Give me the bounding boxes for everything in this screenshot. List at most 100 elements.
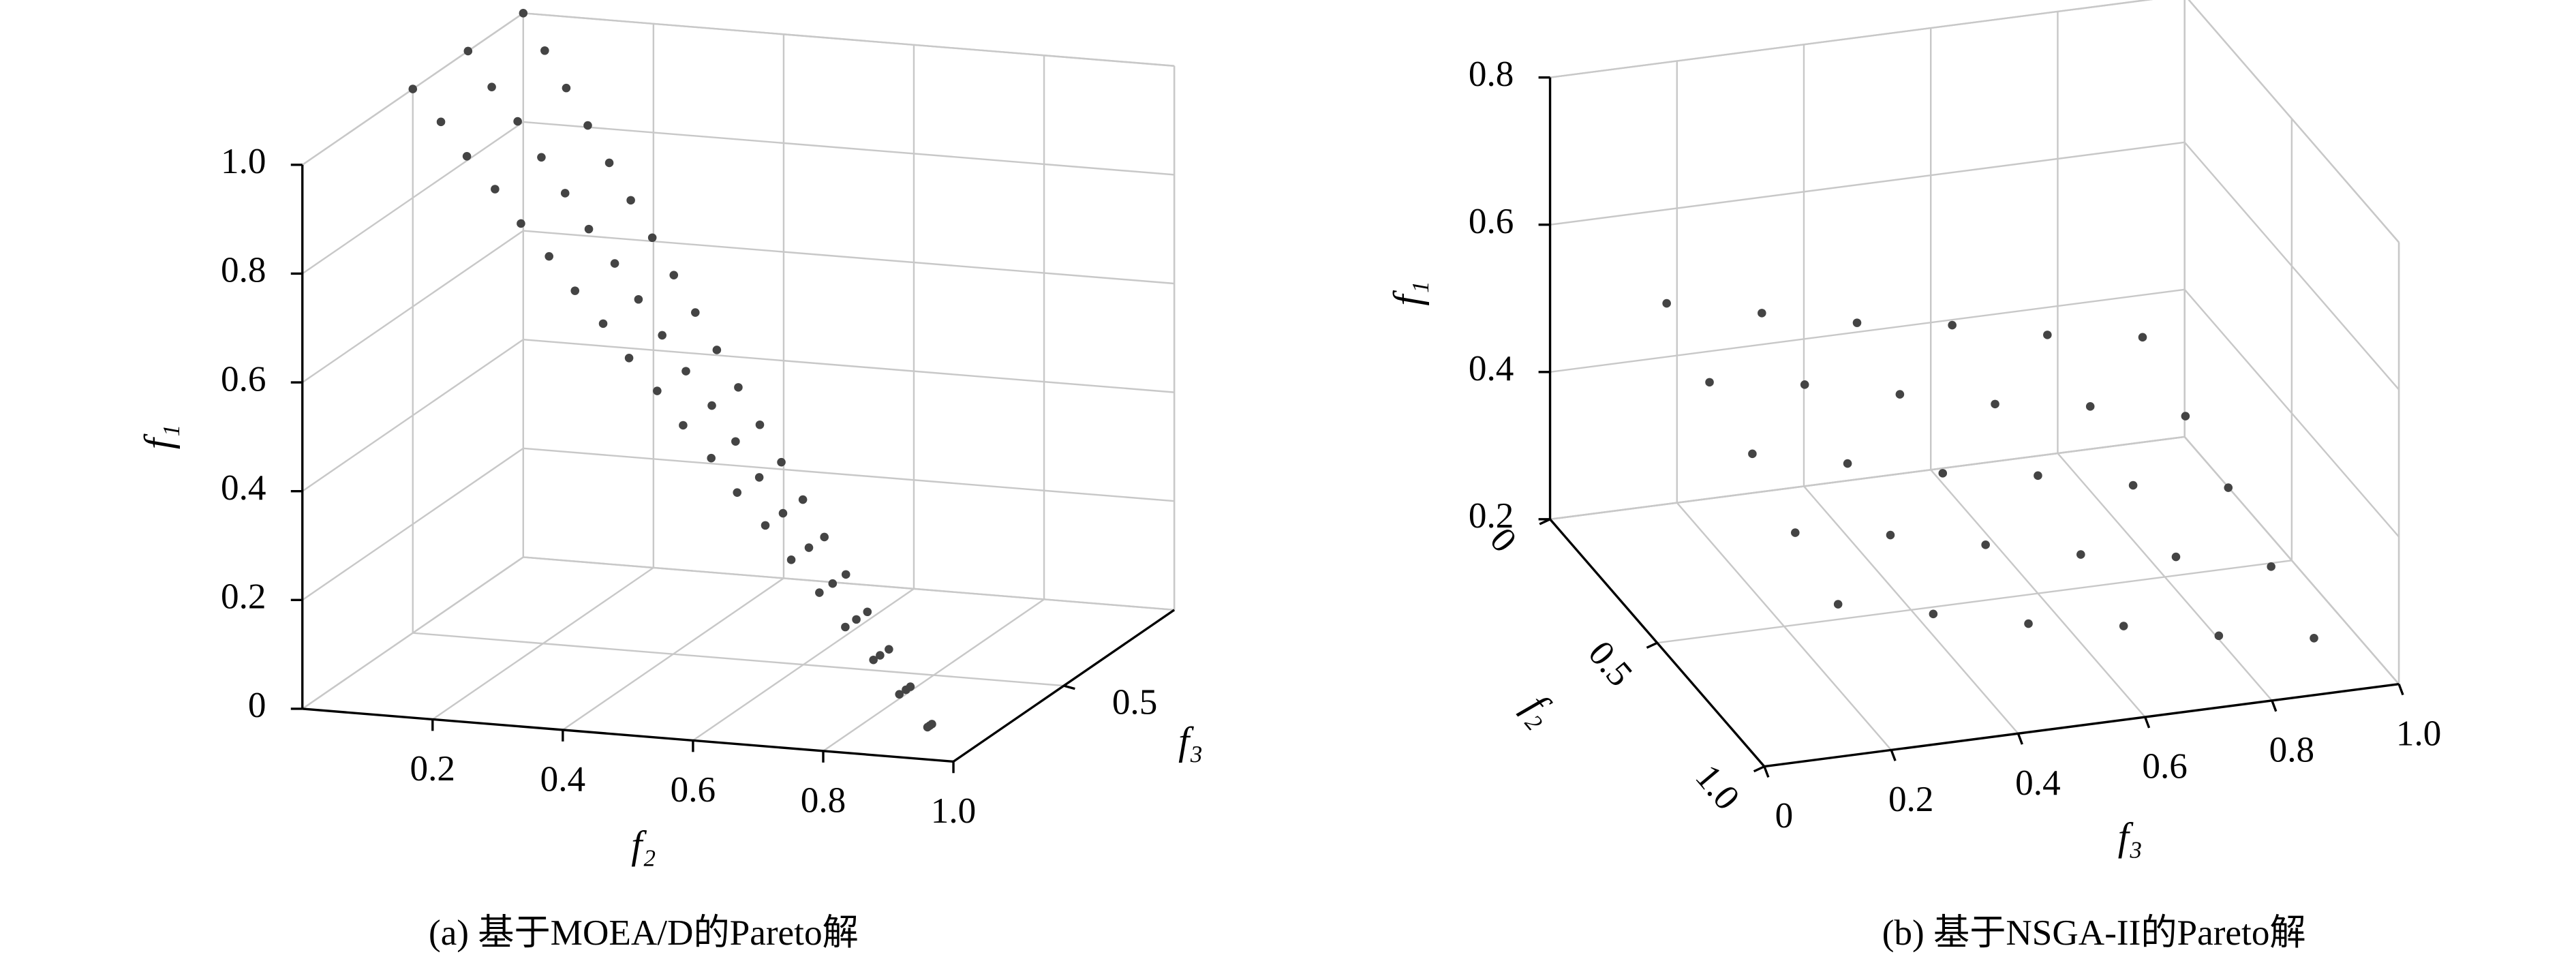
point xyxy=(679,421,688,430)
point xyxy=(2043,331,2052,339)
grid-line xyxy=(1550,141,2185,226)
point xyxy=(584,224,594,234)
point xyxy=(1895,390,1905,399)
grid-line xyxy=(2183,142,2399,391)
point xyxy=(624,354,634,363)
tick-label: 1.0 xyxy=(931,791,976,831)
tick-mark xyxy=(2017,733,2023,745)
grid-line xyxy=(2183,436,2399,685)
point xyxy=(876,651,885,660)
axis-title: f₂ xyxy=(1515,686,1565,733)
grid-line xyxy=(412,632,1064,687)
point xyxy=(1833,600,1843,609)
tick-label: 0 xyxy=(1775,795,1794,836)
point xyxy=(1929,609,1938,619)
point xyxy=(798,495,808,504)
point xyxy=(519,9,528,18)
point xyxy=(733,488,742,497)
point xyxy=(1852,318,1862,327)
point xyxy=(462,151,472,161)
point xyxy=(1758,309,1766,318)
point xyxy=(634,294,643,304)
point xyxy=(1991,399,1999,409)
grid-line xyxy=(523,12,1175,67)
point xyxy=(895,690,904,699)
tick-label: 1.0 xyxy=(2396,713,2441,753)
tick-label: 0.4 xyxy=(2015,763,2060,803)
point xyxy=(815,588,824,597)
point xyxy=(562,83,571,93)
tick-mark xyxy=(2271,700,2278,712)
point xyxy=(1662,299,1671,308)
tick-label: 0.2 xyxy=(1888,779,1933,819)
point xyxy=(2171,552,2181,562)
grid-line xyxy=(2188,0,2399,243)
point xyxy=(804,543,814,552)
tick-label: 0.8 xyxy=(2269,729,2314,769)
point xyxy=(570,286,580,295)
point xyxy=(583,121,592,130)
point xyxy=(778,508,788,518)
point xyxy=(681,367,690,376)
point xyxy=(2034,471,2042,480)
point xyxy=(841,570,850,579)
axis-title: f₁ xyxy=(1385,281,1430,305)
tick-mark xyxy=(2144,716,2151,729)
tick-mark xyxy=(1890,749,1897,761)
point xyxy=(653,386,662,395)
point xyxy=(786,555,796,564)
point xyxy=(1981,540,1990,549)
point xyxy=(2138,333,2147,342)
tick-label: 0.4 xyxy=(221,468,266,508)
point xyxy=(463,46,473,56)
tick-mark xyxy=(1063,684,1075,690)
grid-line xyxy=(1803,485,2019,735)
point xyxy=(755,420,765,429)
tick-label: 0.6 xyxy=(221,359,266,399)
point xyxy=(927,720,936,729)
point xyxy=(669,271,679,279)
point xyxy=(712,346,722,354)
point xyxy=(2024,619,2033,628)
tick-label: 0.4 xyxy=(1469,348,1514,388)
point xyxy=(906,682,915,691)
point xyxy=(604,158,614,168)
point xyxy=(436,117,446,127)
tick-label: 0.6 xyxy=(2142,746,2187,787)
grid-line xyxy=(2183,289,2399,538)
point xyxy=(707,453,716,463)
point xyxy=(852,615,861,624)
tick-label: 0 xyxy=(248,685,266,725)
grid-line xyxy=(302,447,524,601)
point xyxy=(1748,449,1757,459)
point xyxy=(610,259,619,268)
grid-line xyxy=(302,230,524,384)
point xyxy=(491,185,500,194)
tick-label: 0.2 xyxy=(1469,495,1514,536)
grid-line xyxy=(302,339,524,492)
tick-mark xyxy=(1646,641,1658,649)
point xyxy=(1791,528,1800,537)
point xyxy=(1948,320,1957,330)
point xyxy=(863,607,872,617)
point xyxy=(647,233,657,243)
axis-title: f₁ xyxy=(136,425,180,449)
point xyxy=(545,251,553,261)
point xyxy=(2224,483,2233,492)
point xyxy=(2267,562,2275,571)
grid-line xyxy=(523,230,1175,285)
point xyxy=(2181,412,2190,421)
point xyxy=(841,622,850,632)
point xyxy=(2310,634,2318,643)
tick-label: 1.0 xyxy=(221,141,266,181)
point xyxy=(517,219,525,228)
point xyxy=(540,46,549,55)
tick-mark xyxy=(1753,765,1765,773)
point xyxy=(537,153,546,162)
grid-line xyxy=(1930,469,2146,718)
tick-label: 0.2 xyxy=(410,748,455,789)
point xyxy=(2128,480,2138,490)
y-axis xyxy=(1764,683,2399,768)
